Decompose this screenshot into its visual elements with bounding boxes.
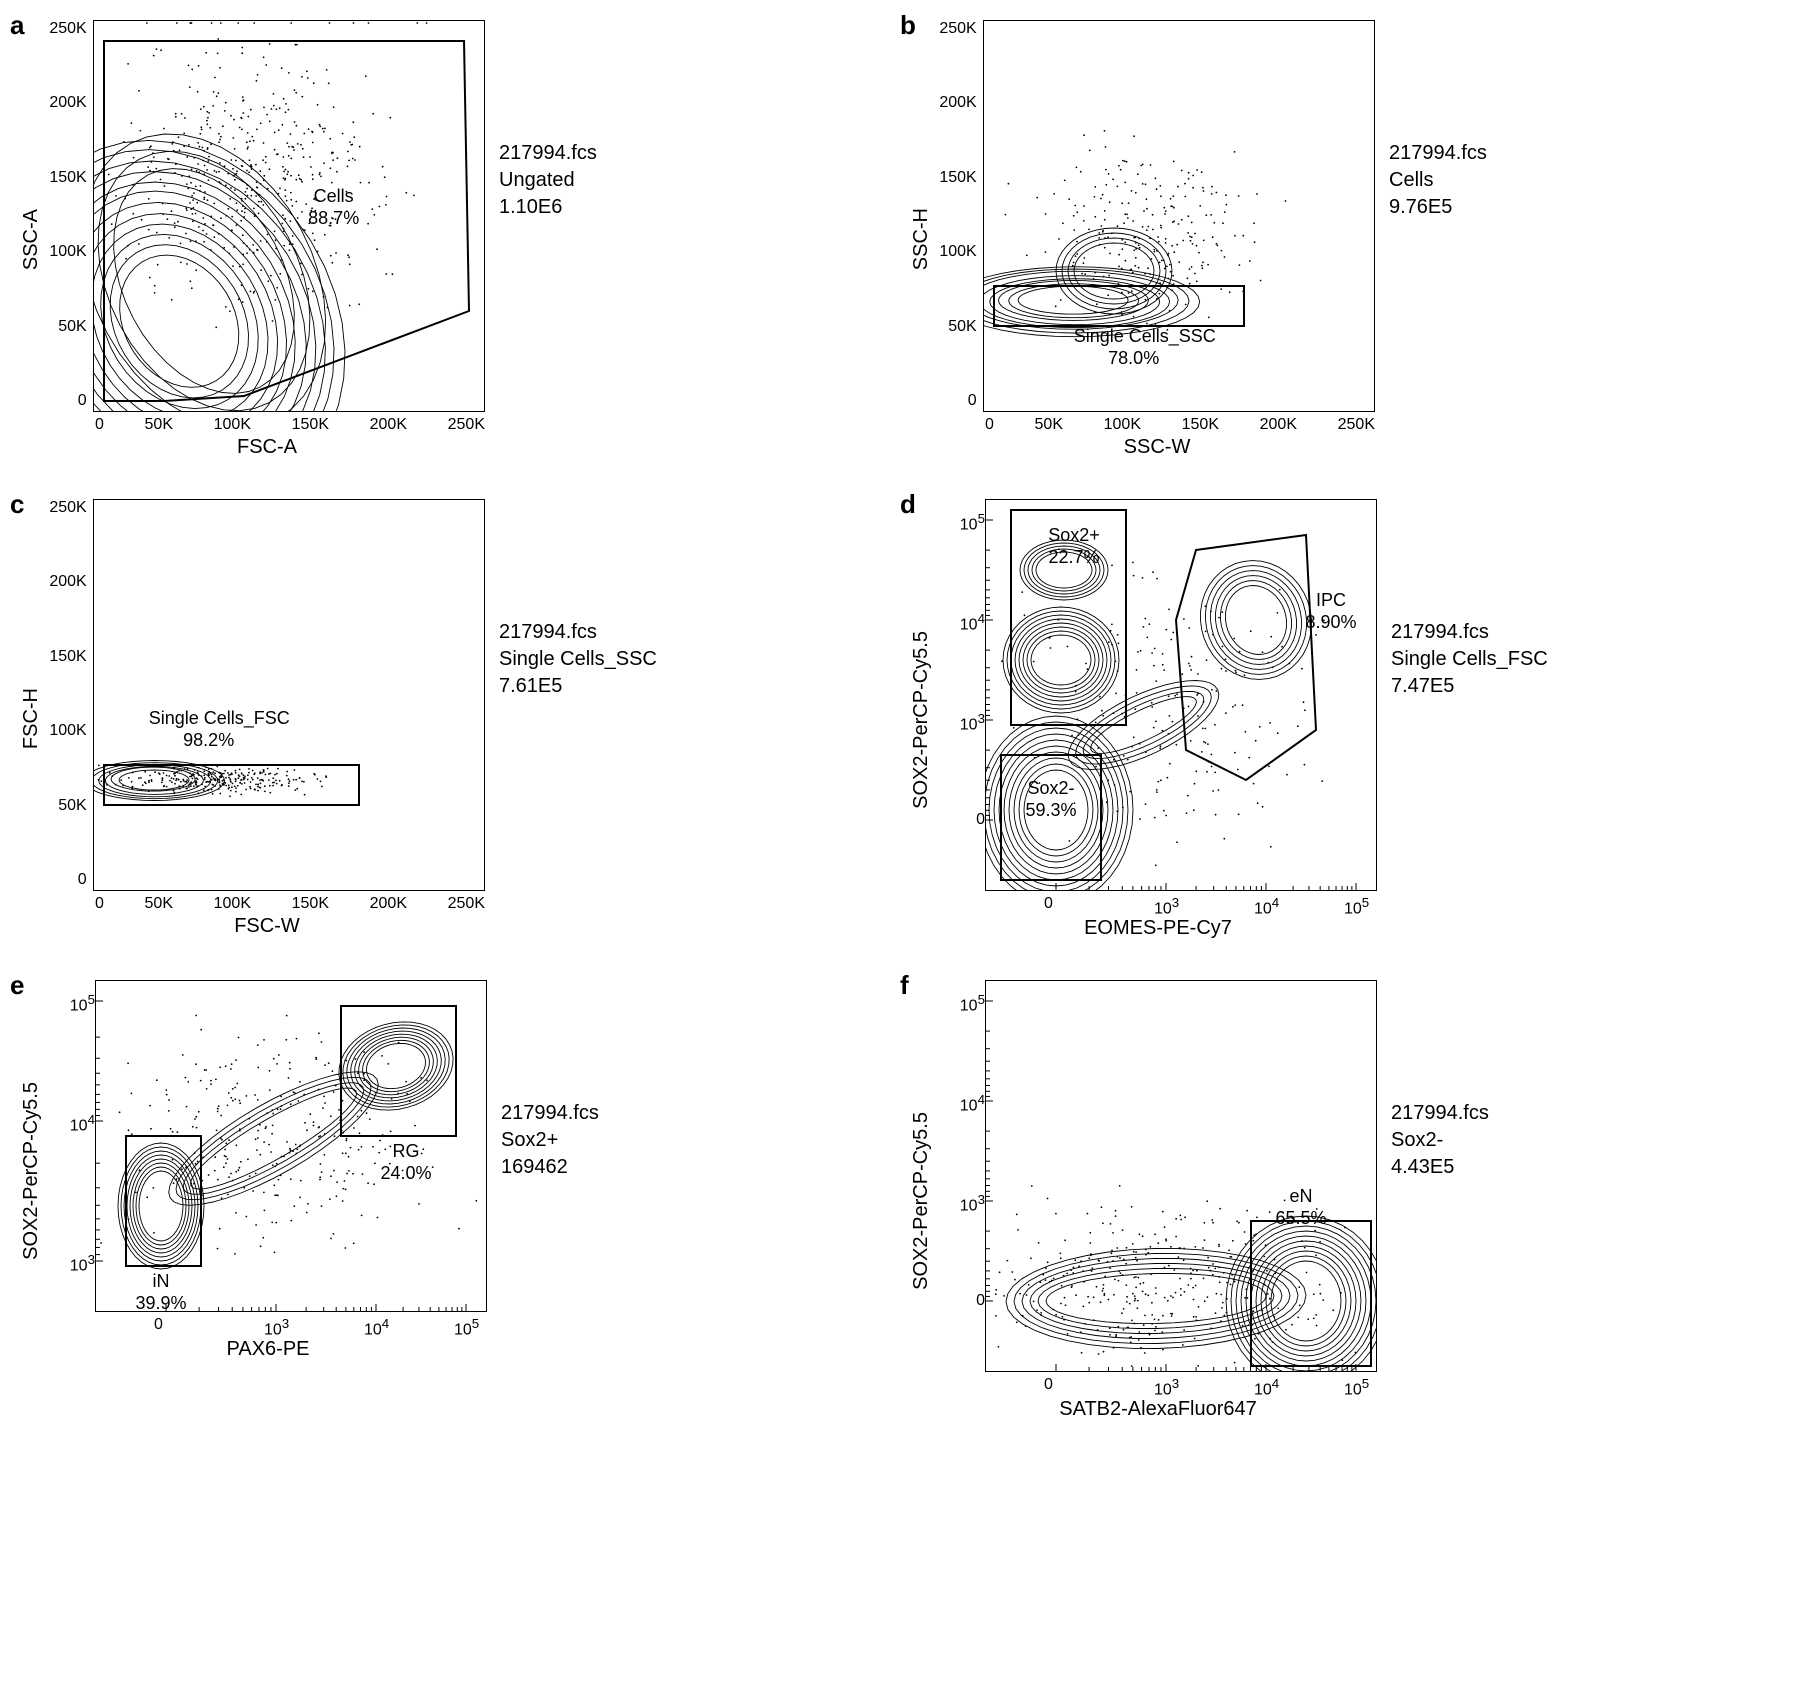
y-axis-label: SOX2-PerCP-Cy5.5: [910, 1112, 933, 1290]
gate-label: Single Cells_FSC 98.2%: [149, 708, 269, 751]
panel-letter: a: [10, 10, 24, 41]
figure-grid: aSSC-A250K200K150K100K50K0Cells 88.7%050…: [20, 20, 1740, 1421]
panel-f: fSOX2-PerCP-Cy5.51051041030eN 65.5%01031…: [910, 980, 1740, 1421]
panel-letter: b: [900, 10, 916, 41]
gate-label: iN 39.9%: [101, 1271, 221, 1312]
x-ticks: 0103104105: [986, 1376, 1376, 1396]
x-axis-label: PAX6-PE: [227, 1338, 310, 1361]
gate-label: IPC 8.90%: [1271, 590, 1377, 633]
x-ticks: 0103104105: [96, 1316, 486, 1336]
y-ticks: 250K200K150K100K50K0: [939, 20, 982, 410]
y-axis-label: SSC-H: [910, 208, 933, 270]
panel-b: bSSC-H250K200K150K100K50K0Single Cells_S…: [910, 20, 1740, 459]
plot-area: Cells 88.7%: [93, 20, 485, 412]
plot-area: Single Cells_SSC 78.0%: [983, 20, 1375, 412]
y-axis-label: SOX2-PerCP-Cy5.5: [910, 631, 933, 809]
plot-area: eN 65.5%: [985, 980, 1377, 1372]
y-ticks: 250K200K150K100K50K0: [49, 20, 92, 410]
sample-info: 217994.fcs Ungated 1.10E6: [499, 140, 597, 221]
x-axis-label: SSC-W: [1124, 436, 1191, 459]
y-axis-label: SOX2-PerCP-Cy5.5: [20, 1082, 43, 1260]
plot-area: iN 39.9% RG 24.0%: [95, 980, 487, 1312]
gate-label: Sox2- 59.3%: [991, 778, 1111, 821]
x-axis-label: SATB2-AlexaFluor647: [1059, 1398, 1257, 1421]
y-ticks: 250K200K150K100K50K0: [49, 499, 92, 889]
panel-c: cFSC-H250K200K150K100K50K0Single Cells_F…: [20, 499, 850, 940]
y-axis-label: SSC-A: [20, 209, 43, 270]
x-ticks: 050K100K150K200K250K: [95, 895, 485, 913]
panel-letter: c: [10, 489, 24, 520]
x-axis-label: FSC-W: [234, 915, 300, 938]
gate-label: Sox2+ 22.7%: [1014, 525, 1134, 568]
y-axis-label: FSC-H: [20, 688, 43, 749]
panel-d: dSOX2-PerCP-Cy5.51051041030Sox2+ 22.7%So…: [910, 499, 1740, 940]
sample-info: 217994.fcs Single Cells_FSC 7.47E5: [1391, 619, 1548, 700]
gate-label: Cells 88.7%: [274, 186, 394, 229]
x-axis-label: EOMES-PE-Cy7: [1084, 917, 1232, 940]
panel-letter: e: [10, 970, 24, 1001]
plot-area: Single Cells_FSC 98.2%: [93, 499, 485, 891]
sample-info: 217994.fcs Sox2+ 169462: [501, 1100, 599, 1181]
panel-letter: f: [900, 970, 909, 1001]
x-ticks: 050K100K150K200K250K: [985, 416, 1375, 434]
gate-label: RG 24.0%: [346, 1141, 466, 1184]
sample-info: 217994.fcs Cells 9.76E5: [1389, 140, 1487, 221]
gate-label: eN 65.5%: [1241, 1186, 1361, 1229]
sample-info: 217994.fcs Sox2- 4.43E5: [1391, 1100, 1489, 1181]
y-ticks: 105104103: [49, 980, 95, 1310]
x-axis-label: FSC-A: [237, 436, 297, 459]
panel-e: eSOX2-PerCP-Cy5.5105104103iN 39.9%RG 24.…: [20, 980, 850, 1421]
panel-letter: d: [900, 489, 916, 520]
x-ticks: 050K100K150K200K250K: [95, 416, 485, 434]
y-ticks: 1051041030: [939, 980, 985, 1370]
y-ticks: 1051041030: [939, 499, 985, 889]
panel-a: aSSC-A250K200K150K100K50K0Cells 88.7%050…: [20, 20, 850, 459]
plot-area: Sox2+ 22.7% Sox2- 59.3% IPC 8.90%: [985, 499, 1377, 891]
gate-label: Single Cells_SSC 78.0%: [1074, 326, 1194, 369]
sample-info: 217994.fcs Single Cells_SSC 7.61E5: [499, 619, 657, 700]
x-ticks: 0103104105: [986, 895, 1376, 915]
